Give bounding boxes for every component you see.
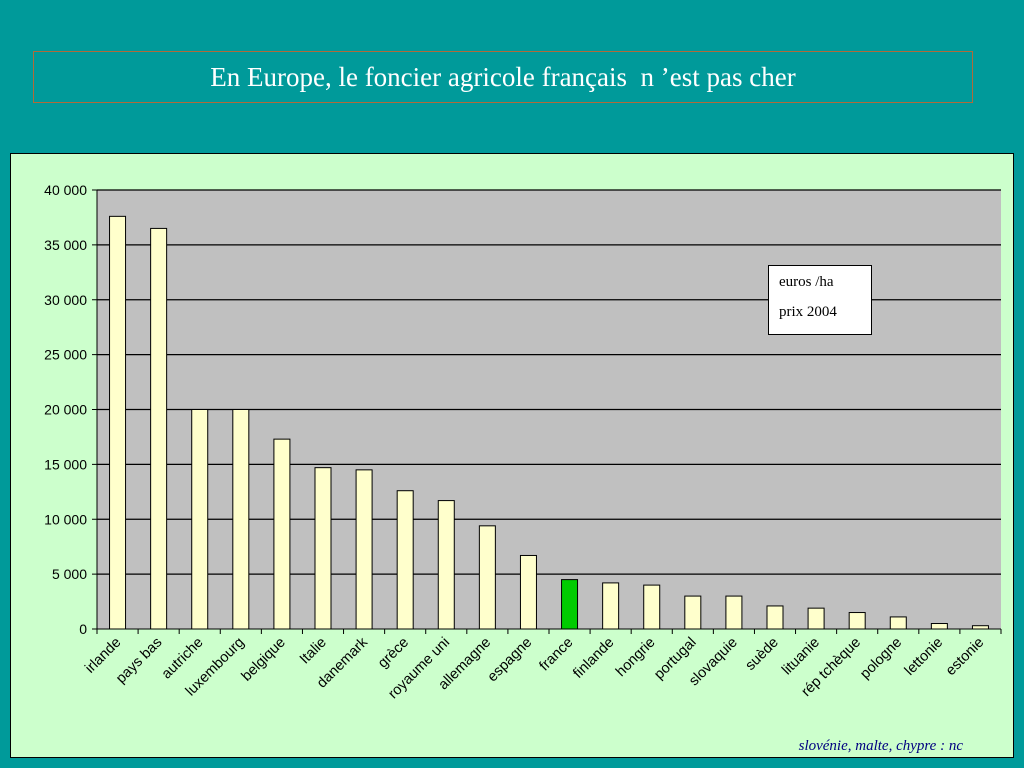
x-category-label: france bbox=[537, 635, 577, 675]
x-category-label: finlande bbox=[570, 635, 617, 682]
y-tick-label: 25 000 bbox=[44, 347, 87, 363]
x-category-label: pologne bbox=[857, 635, 905, 683]
title-box: En Europe, le foncier agricole français … bbox=[33, 51, 973, 103]
y-tick-label: 30 000 bbox=[44, 292, 87, 308]
x-category-label: Italie bbox=[297, 635, 330, 668]
y-tick-label: 15 000 bbox=[44, 456, 87, 472]
x-category-label: belgique bbox=[239, 635, 289, 685]
footnote: slovénie, malte, chypre : nc bbox=[798, 738, 963, 754]
y-tick-label: 35 000 bbox=[44, 237, 87, 253]
x-category-label: estonie bbox=[943, 635, 987, 679]
bar-rép-tchèque bbox=[848, 612, 866, 630]
slide-title: En Europe, le foncier agricole français … bbox=[210, 61, 796, 92]
y-tick-label: 20 000 bbox=[44, 402, 87, 418]
x-category-label: espagne bbox=[485, 635, 536, 686]
bar-lettonie bbox=[930, 623, 948, 630]
y-tick-label: 40 000 bbox=[44, 182, 87, 198]
x-category-label: grèce bbox=[375, 635, 412, 672]
bar-grèce bbox=[396, 490, 414, 630]
bar-lituanie bbox=[807, 607, 825, 630]
y-tick-label: 5 000 bbox=[52, 566, 87, 582]
chart-panel: 0 5 000 10 000 15 000 20 000 25 000 30 000 35 0… bbox=[10, 153, 1014, 758]
bar-suède bbox=[766, 605, 784, 630]
year-label: prix 2004 bbox=[779, 304, 837, 320]
bar-luxembourg bbox=[232, 409, 250, 630]
bar-hongrie bbox=[643, 584, 661, 630]
unit-label: euros /ha bbox=[779, 274, 834, 290]
x-category-label: lettonie bbox=[902, 635, 946, 679]
bar-irlande bbox=[109, 215, 127, 630]
x-category-label: pays bas bbox=[113, 635, 165, 687]
bar-chart: 0 5 000 10 000 15 000 20 000 25 000 30 000 35 0… bbox=[44, 182, 1002, 702]
bar-Italie bbox=[314, 467, 332, 630]
bar-espagne bbox=[519, 554, 537, 630]
bar-france bbox=[561, 579, 579, 630]
bar-danemark bbox=[355, 469, 373, 630]
bar-allemagne bbox=[478, 525, 496, 630]
bar-autriche bbox=[191, 409, 209, 630]
bar-portugal bbox=[684, 595, 702, 630]
bar-estonie bbox=[971, 625, 989, 630]
bar-royaume-uni bbox=[437, 500, 455, 630]
y-tick-label: 0 bbox=[79, 621, 87, 637]
bar-finlande bbox=[602, 582, 620, 630]
bar-pays-bas bbox=[150, 227, 168, 630]
bar-belgique bbox=[273, 438, 291, 630]
y-tick-label: 10 000 bbox=[44, 511, 87, 527]
bar-slovaquie bbox=[725, 595, 743, 630]
bar-pologne bbox=[889, 616, 907, 630]
unit-legend-box: euros /ha prix 2004 bbox=[768, 265, 872, 335]
x-category-label: suède bbox=[743, 635, 782, 674]
